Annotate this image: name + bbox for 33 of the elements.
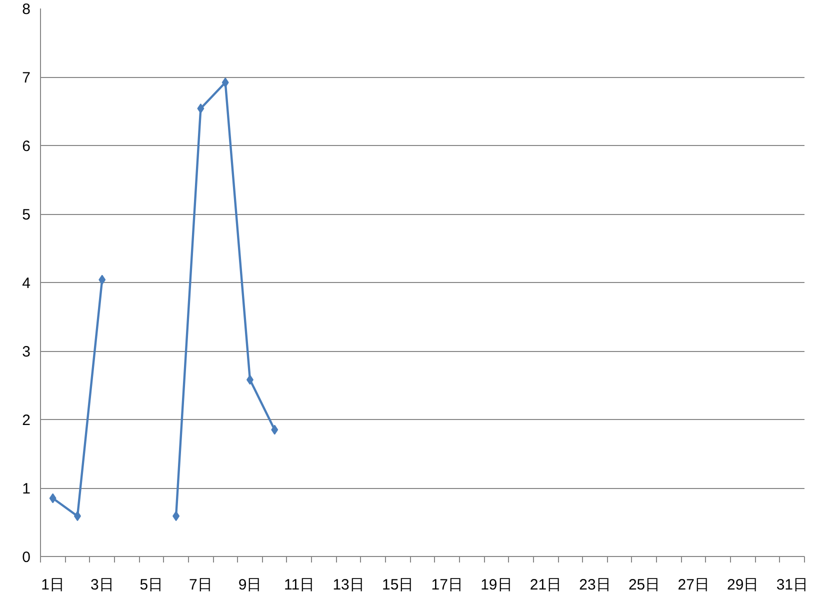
point <box>246 374 254 385</box>
point <box>98 274 106 285</box>
point <box>74 511 81 522</box>
x-tick-label: 19日 <box>480 576 512 594</box>
y-tick-label: 1 <box>22 480 30 498</box>
x-tick-label: 23日 <box>579 576 611 594</box>
y-tick-label: 4 <box>22 275 30 292</box>
y-tick-label: 7 <box>22 70 30 86</box>
y-tick-label: 0 <box>22 549 30 566</box>
y-tick-label: 8 <box>22 1 30 18</box>
point <box>49 493 56 504</box>
x-tick-label: 9日 <box>238 576 262 594</box>
x-tick-label: 3日 <box>90 576 114 594</box>
point <box>197 104 204 114</box>
y-tick-label: 2 <box>22 412 30 429</box>
x-tick-label: 29日 <box>727 576 759 594</box>
x-tick-label: 21日 <box>530 576 562 594</box>
x-tick-label: 17日 <box>431 576 463 594</box>
point <box>172 511 180 522</box>
y-tick-label: 6 <box>22 138 30 155</box>
y-tick-label: 5 <box>22 206 30 224</box>
x-tick-label: 11日 <box>284 576 315 594</box>
x-tick-label: 25日 <box>628 576 660 594</box>
point <box>271 424 278 435</box>
point <box>222 77 229 88</box>
x-tick-label: 13日 <box>332 576 364 594</box>
x-tick-label: 31日 <box>776 576 808 594</box>
x-tick-label: 5日 <box>140 576 164 594</box>
x-tick-label: 7日 <box>189 576 212 594</box>
x-tick-label: 15日 <box>382 576 414 594</box>
x-tick-label: 1日 <box>41 576 64 594</box>
x-tick-label: 27日 <box>678 576 710 594</box>
y-tick-label: 3 <box>22 344 30 360</box>
